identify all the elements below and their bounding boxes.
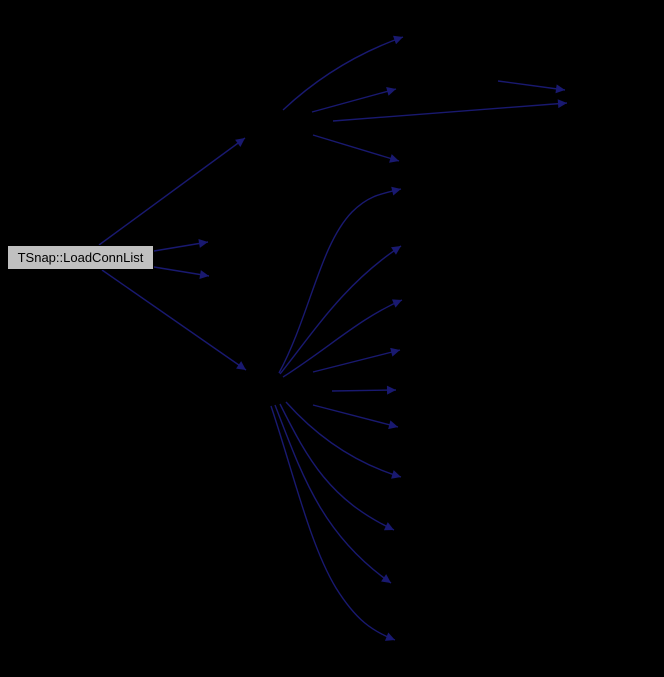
node-tsnap-loadconnlist[interactable]: TSnap::LoadConnList (7, 245, 154, 270)
edge-callee4-out-2 (279, 245, 402, 375)
edge-callee4-out-10 (270, 405, 396, 641)
edge-callee4-out-9 (274, 404, 392, 584)
edge-callee4-out-1 (278, 186, 402, 374)
edge-callee4-out-5 (331, 385, 397, 395)
edge-main-to-callee1 (98, 137, 246, 246)
edge-callee4-out-6 (312, 404, 399, 430)
edge-callee4-out-8 (279, 403, 395, 531)
edge-callee1-out-3 (332, 99, 568, 122)
edge-main-to-callee3 (153, 266, 210, 279)
edge-level2-out-1 (497, 80, 566, 94)
edge-callee1-out-2 (311, 87, 397, 113)
node-tsnap-loadconnlist-label: TSnap::LoadConnList (17, 250, 144, 265)
edge-callee1-out-1 (282, 35, 404, 111)
edge-callee1-out-4 (312, 134, 400, 163)
edge-main-to-callee4 (101, 269, 247, 371)
edge-callee4-out-3 (282, 299, 403, 378)
edge-callee4-out-7 (285, 401, 402, 479)
edge-callee4-out-4 (312, 347, 401, 373)
edge-main-to-callee2 (153, 239, 209, 252)
